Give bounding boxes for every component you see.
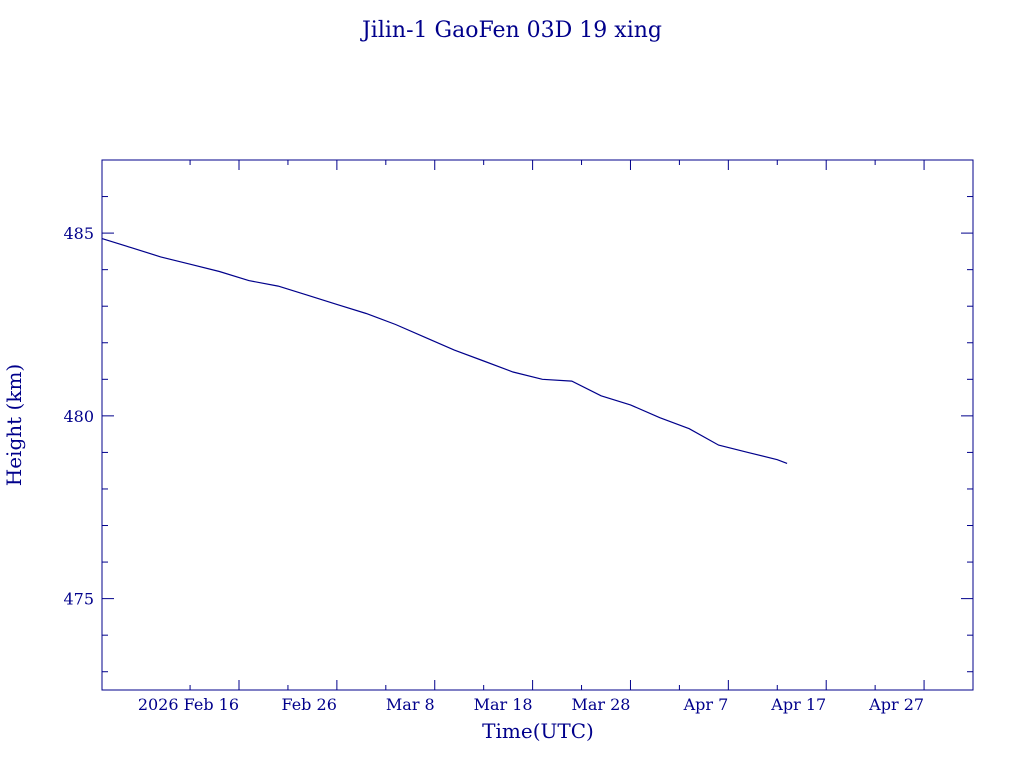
x-tick-label: Mar 18	[474, 695, 533, 714]
y-axis-label: Height (km)	[2, 364, 26, 486]
x-tick-label: Mar 28	[571, 695, 630, 714]
x-tick-label: Apr 27	[868, 695, 924, 714]
x-tick-label: 2026 Feb 16	[138, 695, 239, 714]
y-tick-label: 475	[63, 590, 94, 609]
axis-ticks	[102, 160, 974, 690]
x-tick-labels: 2026 Feb 16 Feb 26 Mar 8 Mar 18 Mar 28 Apr 7 A…	[138, 695, 924, 714]
x-tick-label: Feb 26	[281, 695, 336, 714]
y-tick-label: 480	[63, 407, 94, 426]
y-tick-label: 485	[63, 224, 94, 243]
x-tick-label: Apr 17	[770, 695, 826, 714]
y-tick-labels: 475 480 485	[63, 224, 94, 609]
height-series-line	[101, 238, 788, 464]
chart-title: Jilin-1 GaoFen 03D 19 xing	[360, 18, 662, 43]
x-tick-label: Apr 7	[683, 695, 729, 714]
plot-frame	[101, 159, 974, 691]
x-tick-label: Mar 8	[386, 695, 435, 714]
x-axis-label: Time(UTC)	[482, 719, 594, 743]
